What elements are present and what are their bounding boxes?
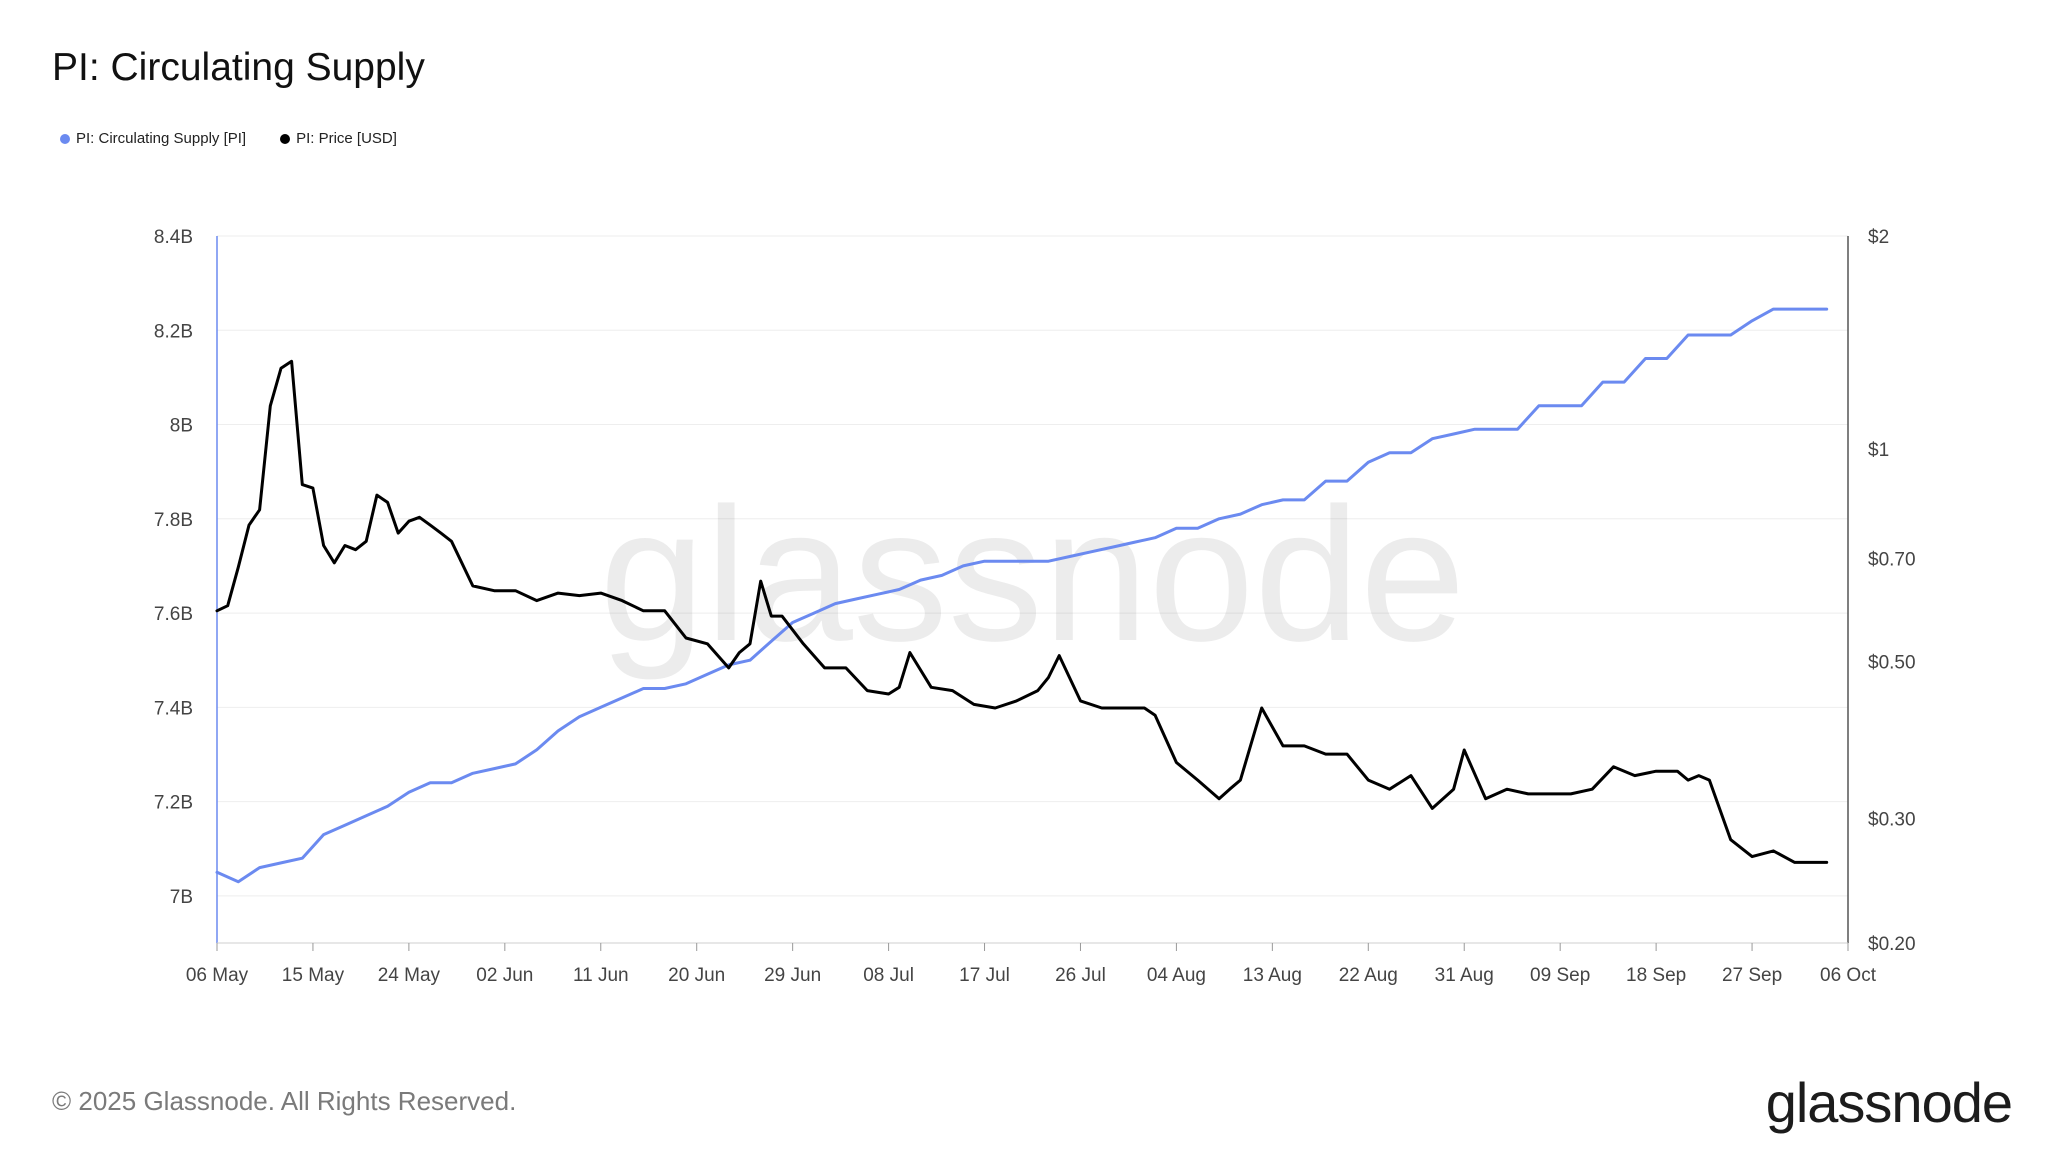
watermark-text: glassnode <box>599 469 1465 681</box>
legend-supply-label: PI: Circulating Supply [PI] <box>76 130 247 147</box>
y-left-tick-label: 8.2B <box>154 321 193 342</box>
series-line-circulating-supply[interactable] <box>215 307 1829 884</box>
y-left-tick-label: 8.4B <box>154 227 193 248</box>
y-left-tick-label: 7B <box>170 887 193 908</box>
y-right-tick-label: $0.50 <box>1868 653 1916 674</box>
x-tick-label: 15 May <box>282 965 345 986</box>
y-right-tick-label: $2 <box>1868 227 1889 248</box>
legend-price-dot <box>280 133 291 144</box>
x-tick-label: 27 Sep <box>1722 965 1782 986</box>
legend-supply-dot <box>60 133 70 144</box>
x-tick-label: 29 Jun <box>764 965 821 986</box>
x-tick-label: 08 Jul <box>863 965 914 986</box>
x-tick-label: 31 Aug <box>1435 965 1494 986</box>
glassnode-logo[interactable]: glassnode <box>1765 1071 2013 1134</box>
y-left-tick-label: 7.6B <box>154 604 193 625</box>
y-right-tick-label: $0.20 <box>1868 934 1916 955</box>
chart-title: PI: Circulating Supply <box>52 46 425 89</box>
series-line-price[interactable] <box>215 359 1829 864</box>
x-tick-label: 20 Jun <box>668 965 725 986</box>
x-tick-label: 09 Sep <box>1530 965 1590 986</box>
x-tick-label: 24 May <box>378 965 441 986</box>
y-left-tick-label: 7.2B <box>154 793 193 814</box>
y-left-tick-label: 7.8B <box>154 510 193 531</box>
x-tick-label: 04 Aug <box>1147 965 1206 986</box>
legend-price-label: PI: Price [USD] <box>296 130 397 147</box>
copyright-footer: © 2025 Glassnode. All Rights Reserved. <box>52 1086 517 1116</box>
x-tick-label: 17 Jul <box>959 965 1010 986</box>
y-left-tick-label: 8B <box>170 416 193 437</box>
x-tick-label: 11 Jun <box>573 965 629 986</box>
x-tick-label: 13 Aug <box>1243 965 1302 986</box>
x-tick-label: 06 May <box>186 965 249 986</box>
legend: PI: Circulating Supply [PI] PI: Price [U… <box>60 130 397 147</box>
x-tick-label: 18 Sep <box>1626 965 1686 986</box>
x-tick-label: 22 Aug <box>1339 965 1398 986</box>
legend-item-price[interactable]: PI: Price [USD] <box>280 130 397 147</box>
x-tick-label: 02 Jun <box>476 965 533 986</box>
y-right-tick-label: $0.30 <box>1868 810 1916 831</box>
legend-item-supply[interactable]: PI: Circulating Supply [PI] <box>60 130 246 147</box>
y-left-tick-label: 7.4B <box>154 698 193 719</box>
y-right-tick-label: $0.70 <box>1868 549 1916 570</box>
x-tick-label: 26 Jul <box>1055 965 1106 986</box>
y-right-tick-label: $1 <box>1868 440 1889 461</box>
x-tick-label: 06 Oct <box>1820 965 1877 986</box>
